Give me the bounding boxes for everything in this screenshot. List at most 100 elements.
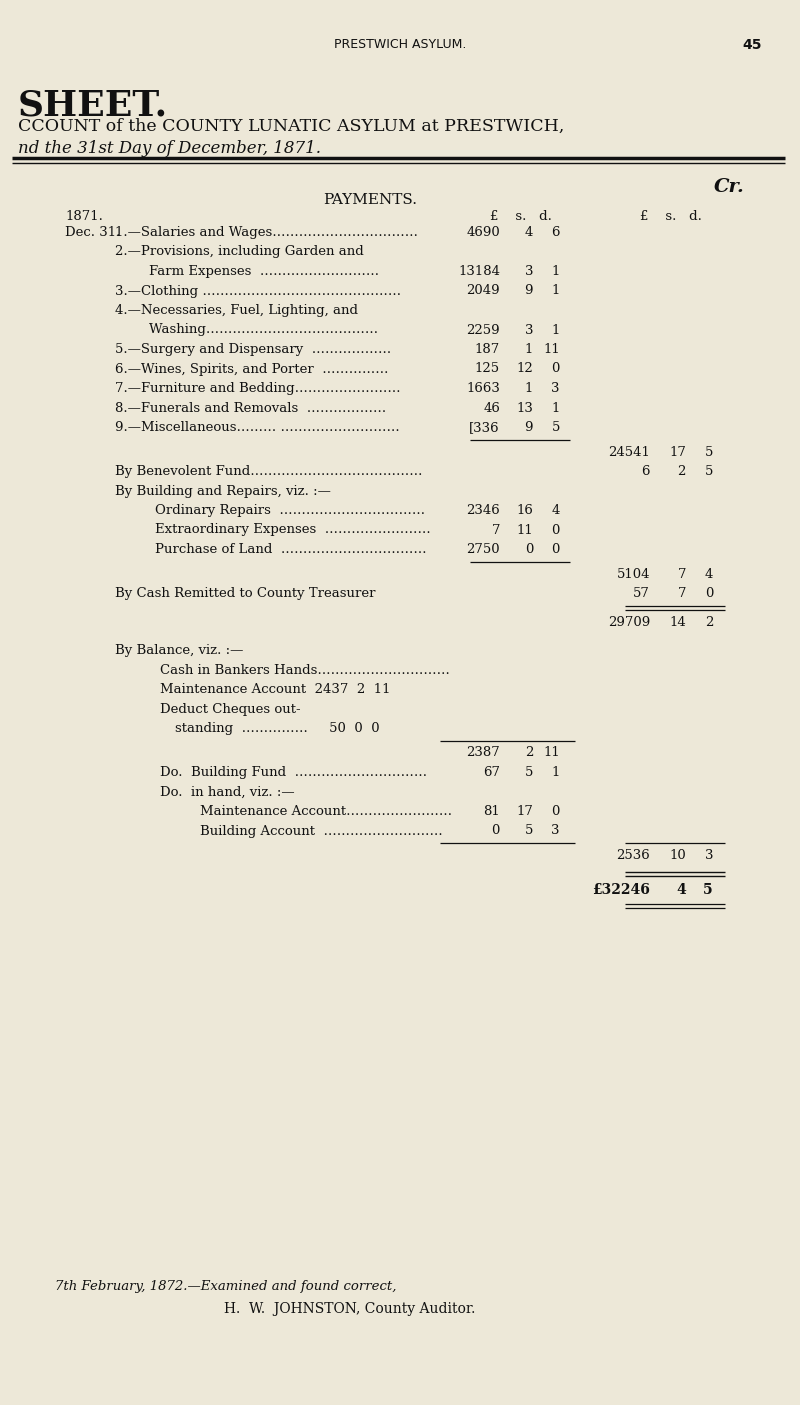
Text: 16: 16 (516, 504, 533, 517)
Text: 17: 17 (516, 805, 533, 818)
Text: 2750: 2750 (466, 542, 500, 556)
Text: 5: 5 (525, 825, 533, 837)
Text: By Balance, viz. :—: By Balance, viz. :— (115, 643, 243, 658)
Text: 12: 12 (516, 362, 533, 375)
Text: H.  W.  JOHNSTON, County Auditor.: H. W. JOHNSTON, County Auditor. (224, 1302, 476, 1316)
Text: 5.—Surgery and Dispensary  ………………: 5.—Surgery and Dispensary ……………… (115, 343, 391, 355)
Text: 1: 1 (552, 266, 560, 278)
Text: 5: 5 (705, 465, 713, 478)
Text: 2259: 2259 (466, 323, 500, 337)
Text: Building Account  ………………………: Building Account ……………………… (200, 825, 442, 837)
Text: 0: 0 (552, 542, 560, 556)
Text: 2: 2 (525, 746, 533, 760)
Text: 0: 0 (705, 587, 713, 600)
Text: 3.—Clothing ………………………………………: 3.—Clothing ……………………………………… (115, 284, 401, 298)
Text: 7.—Furniture and Bedding……………………: 7.—Furniture and Bedding…………………… (115, 382, 401, 395)
Text: £    s.   d.: £ s. d. (490, 209, 552, 223)
Text: 6.—Wines, Spirits, and Porter  ……………: 6.—Wines, Spirits, and Porter …………… (115, 362, 389, 375)
Text: 11: 11 (543, 746, 560, 760)
Text: nd the 31st Day of December, 1871.: nd the 31st Day of December, 1871. (18, 140, 321, 157)
Text: 10: 10 (670, 849, 686, 863)
Text: By Benevolent Fund…………………………………: By Benevolent Fund………………………………… (115, 465, 422, 478)
Text: 67: 67 (483, 766, 500, 778)
Text: 1871.: 1871. (65, 209, 103, 223)
Text: 14: 14 (670, 617, 686, 629)
Text: 7: 7 (491, 524, 500, 537)
Text: 2346: 2346 (466, 504, 500, 517)
Text: 4: 4 (705, 568, 713, 580)
Text: 1663: 1663 (466, 382, 500, 395)
Text: 6: 6 (551, 226, 560, 239)
Text: 2.—Provisions, including Garden and: 2.—Provisions, including Garden and (115, 246, 364, 259)
Text: 0: 0 (552, 362, 560, 375)
Text: PRESTWICH ASYLUM.: PRESTWICH ASYLUM. (334, 38, 466, 51)
Text: 4.—Necessaries, Fuel, Lighting, and: 4.—Necessaries, Fuel, Lighting, and (115, 303, 358, 318)
Text: 1: 1 (552, 402, 560, 414)
Text: Purchase of Land  ……………………………: Purchase of Land …………………………… (155, 542, 426, 556)
Text: 81: 81 (483, 805, 500, 818)
Text: £    s.   d.: £ s. d. (640, 209, 702, 223)
Text: Cash in Bankers Hands…………………………: Cash in Bankers Hands………………………… (160, 663, 450, 676)
Text: 7: 7 (678, 587, 686, 600)
Text: 4: 4 (676, 882, 686, 896)
Text: 5: 5 (525, 766, 533, 778)
Text: Extraordinary Expenses  ……………………: Extraordinary Expenses …………………… (155, 524, 430, 537)
Text: 45: 45 (742, 38, 762, 52)
Text: Dec. 31.: Dec. 31. (65, 226, 120, 239)
Text: 1.—Salaries and Wages……………………………: 1.—Salaries and Wages…………………………… (115, 226, 418, 239)
Text: 2: 2 (678, 465, 686, 478)
Text: 29709: 29709 (608, 617, 650, 629)
Text: 2387: 2387 (466, 746, 500, 760)
Text: Maintenance Account  2437  2  11: Maintenance Account 2437 2 11 (160, 683, 390, 695)
Text: 0: 0 (552, 524, 560, 537)
Text: 5104: 5104 (617, 568, 650, 580)
Text: 3: 3 (551, 825, 560, 837)
Text: SHEET.: SHEET. (18, 89, 168, 122)
Text: 8.—Funerals and Removals  ………………: 8.—Funerals and Removals ……………… (115, 402, 386, 414)
Text: 6: 6 (642, 465, 650, 478)
Text: 3: 3 (551, 382, 560, 395)
Text: 3: 3 (705, 849, 713, 863)
Text: 9: 9 (525, 284, 533, 298)
Text: Farm Expenses  ………………………: Farm Expenses ……………………… (115, 266, 379, 278)
Text: 4: 4 (552, 504, 560, 517)
Text: 24541: 24541 (608, 445, 650, 458)
Text: 2536: 2536 (616, 849, 650, 863)
Text: Washing…………………………………: Washing………………………………… (115, 323, 378, 337)
Text: 187: 187 (474, 343, 500, 355)
Text: PAYMENTS.: PAYMENTS. (323, 192, 417, 207)
Text: 2: 2 (705, 617, 713, 629)
Text: 3: 3 (525, 323, 533, 337)
Text: 0: 0 (492, 825, 500, 837)
Text: 4690: 4690 (466, 226, 500, 239)
Text: Maintenance Account……………………: Maintenance Account…………………… (200, 805, 452, 818)
Text: 17: 17 (669, 445, 686, 458)
Text: 125: 125 (475, 362, 500, 375)
Text: CCOUNT of the COUNTY LUNATIC ASYLUM at PRESTWICH,: CCOUNT of the COUNTY LUNATIC ASYLUM at P… (18, 118, 564, 135)
Text: 9: 9 (525, 422, 533, 434)
Text: 1: 1 (552, 284, 560, 298)
Text: 9.—Miscellaneous……… ………………………: 9.—Miscellaneous……… ……………………… (115, 422, 400, 434)
Text: 13184: 13184 (458, 266, 500, 278)
Text: standing  ……………     50  0  0: standing …………… 50 0 0 (175, 722, 380, 735)
Text: [336: [336 (470, 422, 500, 434)
Text: 13: 13 (516, 402, 533, 414)
Text: 5: 5 (705, 445, 713, 458)
Text: Do.  Building Fund  …………………………: Do. Building Fund ………………………… (160, 766, 427, 778)
Text: 1: 1 (552, 766, 560, 778)
Text: 1: 1 (525, 382, 533, 395)
Text: Cr.: Cr. (714, 178, 745, 197)
Text: 1: 1 (525, 343, 533, 355)
Text: 7th February, 1872.—Examined and found correct,: 7th February, 1872.—Examined and found c… (55, 1280, 397, 1293)
Text: Do.  in hand, viz. :—: Do. in hand, viz. :— (160, 785, 294, 798)
Text: 0: 0 (525, 542, 533, 556)
Text: 4: 4 (525, 226, 533, 239)
Text: By Cash Remitted to County Treasurer: By Cash Remitted to County Treasurer (115, 587, 375, 600)
Text: 11: 11 (543, 343, 560, 355)
Text: 3: 3 (525, 266, 533, 278)
Text: Ordinary Repairs  ……………………………: Ordinary Repairs …………………………… (155, 504, 425, 517)
Text: £32246: £32246 (592, 882, 650, 896)
Text: Deduct Cheques out-: Deduct Cheques out- (160, 702, 301, 715)
Text: By Building and Repairs, viz. :—: By Building and Repairs, viz. :— (115, 485, 331, 497)
Text: 0: 0 (552, 805, 560, 818)
